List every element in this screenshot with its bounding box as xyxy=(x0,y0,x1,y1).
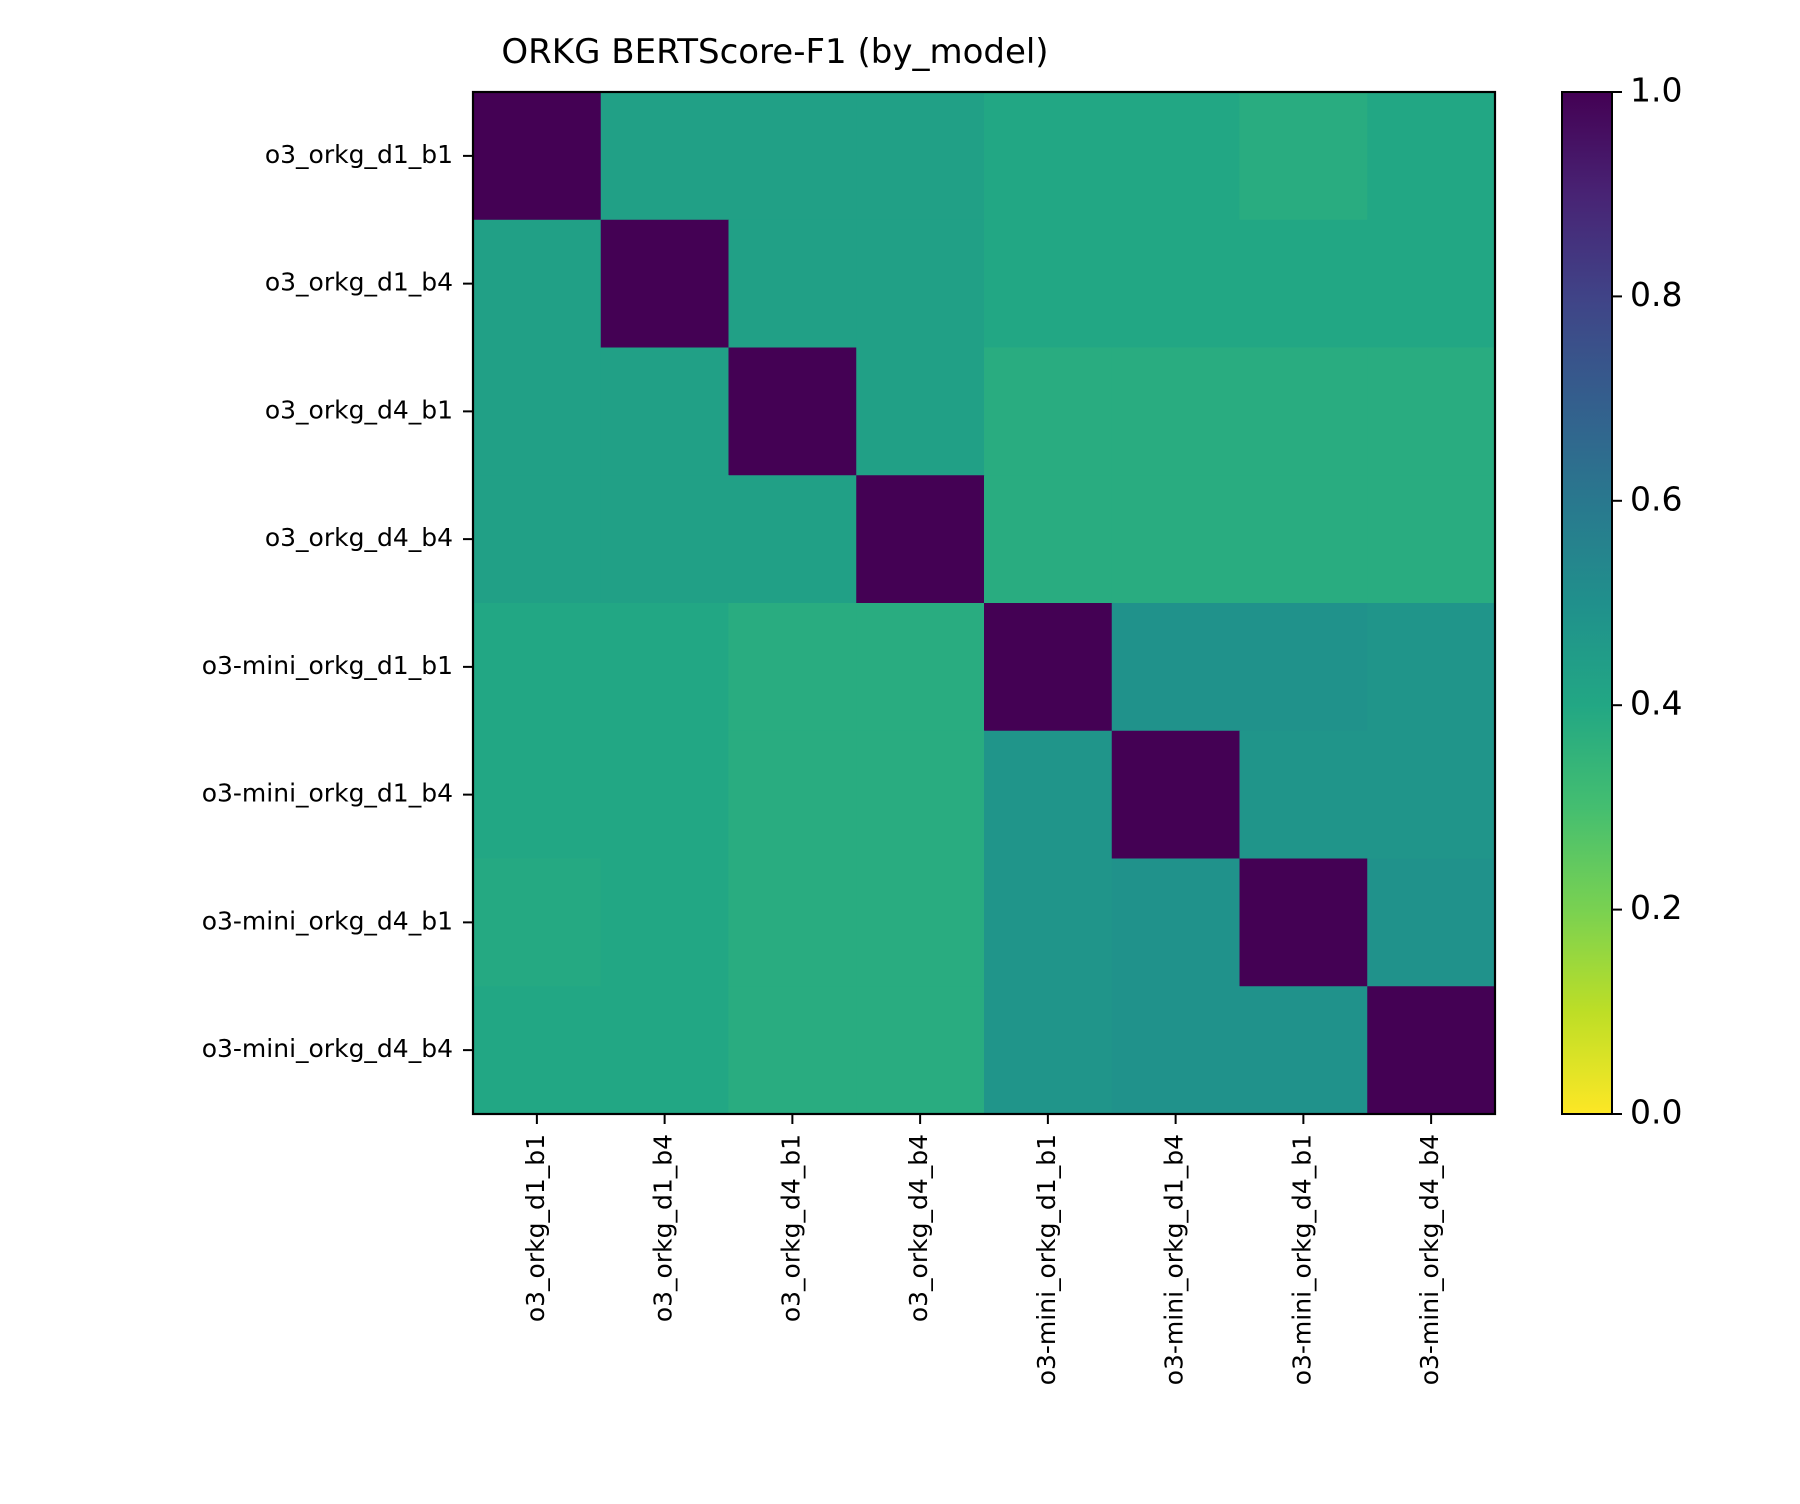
heatmap-cell xyxy=(856,475,985,604)
heatmap-cell xyxy=(1239,219,1368,349)
heatmap-cell xyxy=(856,347,985,476)
y-tick-label: o3-mini_orkg_d4_b4 xyxy=(202,1034,453,1063)
x-tick-label: o3_orkg_d1_b1 xyxy=(521,1134,550,1322)
heatmap-cell xyxy=(984,475,1113,604)
y-tick-label: o3-mini_orkg_d1_b1 xyxy=(202,651,453,680)
heatmap-cell xyxy=(600,347,730,476)
y-tick-label: o3_orkg_d1_b1 xyxy=(265,140,453,169)
heatmap-cell xyxy=(856,986,985,1115)
colorbar-gradient xyxy=(1561,91,1613,1115)
colorbar-ticks: 0.0 0.2 0.4 0.6 0.8 1.0 xyxy=(1612,71,1682,1132)
heatmap-cell xyxy=(1111,92,1241,221)
heatmap-cell xyxy=(728,858,857,987)
heatmap-cell xyxy=(473,92,602,221)
heatmap-cell xyxy=(1367,347,1496,476)
heatmap-cell xyxy=(1239,347,1368,476)
colorbar-tick-label: 0.0 xyxy=(1630,1093,1682,1132)
heatmap-cell xyxy=(984,603,1113,732)
heatmap-cell xyxy=(1111,347,1241,476)
heatmap-cell xyxy=(728,603,857,732)
heatmap-cell xyxy=(856,219,985,349)
heatmap-cell xyxy=(1239,475,1368,604)
heatmap-cell xyxy=(728,986,857,1115)
heatmap-cell xyxy=(1367,219,1496,349)
heatmap-cell xyxy=(1111,986,1241,1115)
x-tick-label: o3_orkg_d1_b4 xyxy=(649,1134,678,1322)
heatmap-cell xyxy=(600,603,730,732)
heatmap-cell xyxy=(1239,986,1368,1115)
heatmap-cell xyxy=(1367,603,1496,732)
heatmap-cell xyxy=(984,92,1113,221)
heatmap-cell xyxy=(473,730,602,860)
y-tick-label: o3-mini_orkg_d1_b4 xyxy=(202,779,453,808)
heatmap-cell xyxy=(728,730,857,860)
heatmap-cell xyxy=(984,219,1113,349)
x-tick-label: o3-mini_orkg_d1_b1 xyxy=(1032,1134,1061,1385)
heatmap-cell xyxy=(600,858,730,987)
heatmap-cell xyxy=(984,858,1113,987)
heatmap-cell xyxy=(1367,730,1496,860)
heatmap-cell xyxy=(1367,858,1496,987)
heatmap-cell xyxy=(1239,730,1368,860)
y-tick-label: o3_orkg_d4_b1 xyxy=(265,395,453,424)
heatmap-cell xyxy=(856,603,985,732)
y-tick-label: o3-mini_orkg_d4_b1 xyxy=(202,906,453,935)
heatmap-cell xyxy=(1111,603,1241,732)
plot-frame xyxy=(471,90,1497,1116)
y-tick-label: o3_orkg_d4_b4 xyxy=(265,523,453,552)
heatmap-cell xyxy=(984,347,1113,476)
colorbar-tick-label: 0.4 xyxy=(1630,684,1682,723)
chart-title: ORKG BERTScore-F1 (by_model) xyxy=(501,32,1048,72)
colorbar-tick-label: 0.2 xyxy=(1630,888,1682,927)
x-axis: o3_orkg_d1_b1 o3_orkg_d1_b4 o3_orkg_d4_b1 o… xyxy=(521,1114,1444,1385)
heatmap-cell xyxy=(473,219,602,349)
heatmap-cell xyxy=(1239,92,1368,221)
heatmap-cell xyxy=(1111,858,1241,987)
colorbar-tick-label: 0.8 xyxy=(1630,275,1682,314)
heatmap-cell xyxy=(984,730,1113,860)
colorbar-tick-label: 0.6 xyxy=(1630,479,1682,518)
heatmap-cell xyxy=(856,730,985,860)
heatmap-cell xyxy=(1367,92,1496,221)
x-tick-label: o3-mini_orkg_d4_b1 xyxy=(1287,1134,1316,1385)
x-tick-label: o3_orkg_d4_b1 xyxy=(776,1134,805,1322)
heatmap-cells xyxy=(473,92,1496,1115)
heatmap-cell xyxy=(600,475,730,604)
heatmap-cell xyxy=(1111,730,1241,860)
x-tick-label: o3_orkg_d4_b4 xyxy=(904,1134,933,1322)
heatmap-cell xyxy=(984,986,1113,1115)
heatmap-cell xyxy=(1111,475,1241,604)
heatmap-cell xyxy=(473,475,602,604)
heatmap-cell xyxy=(728,475,857,604)
heatmap-cell xyxy=(473,603,602,732)
heatmap-cell xyxy=(856,92,985,221)
heatmap-cell xyxy=(728,92,857,221)
heatmap-cell xyxy=(1111,219,1241,349)
heatmap-cell xyxy=(1367,986,1496,1115)
heatmap-cell xyxy=(473,986,602,1115)
heatmap-cell xyxy=(600,219,730,349)
heatmap-cell xyxy=(600,986,730,1115)
heatmap-cell xyxy=(856,858,985,987)
heatmap-cell xyxy=(728,219,857,349)
y-axis: o3_orkg_d1_b1 o3_orkg_d1_b4 o3_orkg_d4_b1o… xyxy=(202,140,473,1063)
x-tick-label: o3-mini_orkg_d4_b4 xyxy=(1415,1134,1444,1385)
heatmap-cell xyxy=(1239,858,1368,987)
colorbar: 0.0 0.2 0.4 0.6 0.8 1.0 xyxy=(1561,71,1682,1132)
colorbar-tick-label: 1.0 xyxy=(1630,71,1682,110)
heatmap-cell xyxy=(1367,475,1496,604)
heatmap-cell xyxy=(1239,603,1368,732)
heatmap-cell xyxy=(473,347,602,476)
heatmap-cell xyxy=(600,92,730,221)
x-tick-label: o3-mini_orkg_d1_b4 xyxy=(1160,1134,1189,1385)
y-tick-label: o3_orkg_d1_b4 xyxy=(265,268,453,297)
heatmap-cell xyxy=(600,730,730,860)
heatmap-cell xyxy=(728,347,857,476)
heatmap-cell xyxy=(473,858,602,987)
